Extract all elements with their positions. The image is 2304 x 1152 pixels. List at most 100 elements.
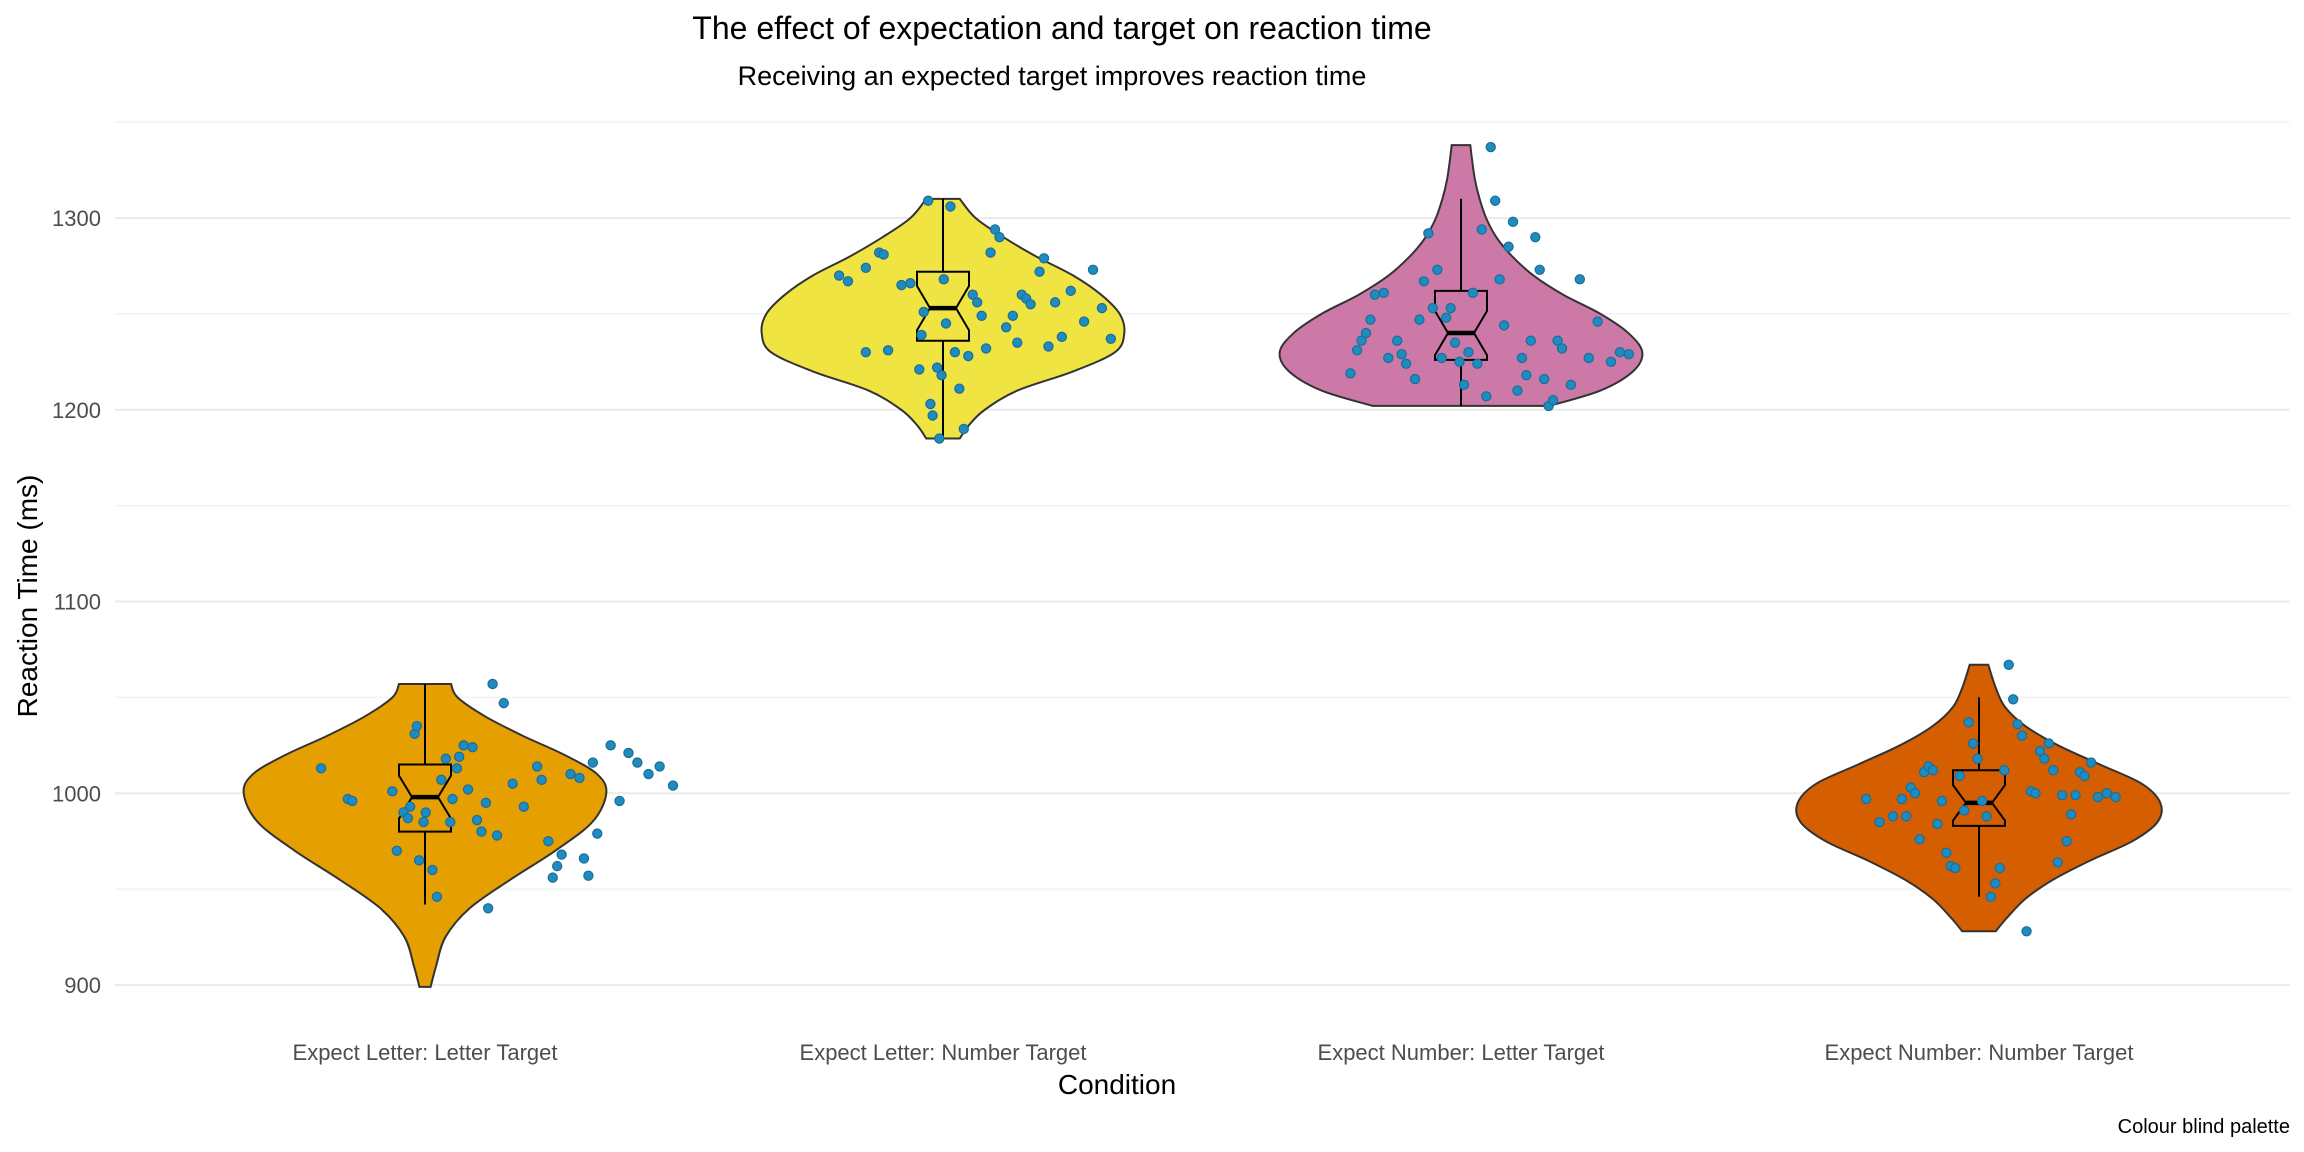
data-point	[518, 801, 529, 812]
data-point	[2065, 809, 2077, 820]
data-point	[1356, 335, 1367, 346]
data-point	[971, 297, 983, 308]
data-point	[1574, 274, 1586, 285]
y-tick-label: 1100	[54, 590, 101, 615]
data-point	[531, 761, 543, 772]
data-point	[1365, 314, 1376, 325]
data-point	[860, 347, 872, 358]
data-point	[1538, 373, 1550, 385]
data-point	[1990, 878, 2001, 889]
data-point	[467, 742, 478, 753]
data-point	[498, 697, 509, 709]
data-point	[1034, 266, 1045, 277]
data-point	[1498, 320, 1510, 331]
data-point	[1958, 805, 1970, 816]
data-point	[1914, 834, 1925, 845]
data-point	[1432, 264, 1443, 275]
data-point	[447, 793, 458, 805]
data-point	[1614, 347, 1626, 358]
data-point	[1489, 195, 1501, 206]
data-point	[1360, 327, 1372, 339]
data-point	[916, 329, 927, 341]
data-point	[2021, 926, 2032, 937]
data-point	[1985, 891, 1997, 902]
data-point	[1927, 765, 1939, 776]
data-point	[462, 784, 474, 795]
data-point	[445, 816, 456, 828]
data-point	[614, 795, 625, 807]
data-point	[989, 224, 1001, 235]
data-point	[1445, 302, 1456, 314]
data-point	[896, 279, 907, 291]
x-tick-label: Expect Letter: Letter Target	[293, 1040, 558, 1065]
data-point	[1932, 818, 1943, 830]
data-point	[1994, 862, 2006, 874]
data-point	[411, 720, 423, 732]
data-point	[1999, 765, 2010, 776]
data-point	[2070, 789, 2081, 801]
data-point	[491, 830, 503, 841]
data-point	[931, 362, 943, 373]
data-point	[1936, 795, 1948, 807]
data-point	[2030, 788, 2041, 799]
data-point	[578, 853, 590, 864]
data-point	[1909, 788, 1921, 799]
data-point	[1981, 811, 1992, 822]
data-point	[1954, 770, 1965, 782]
x-axis-ticks: Expect Letter: Letter Target Expect Lette…	[293, 1040, 2134, 1065]
x-tick-label: Expect Letter: Number Target	[800, 1040, 1087, 1065]
data-point	[1038, 253, 1050, 264]
y-tick-label: 1000	[52, 781, 101, 806]
data-point	[2101, 788, 2112, 799]
data-point	[583, 870, 594, 881]
data-point	[2016, 730, 2028, 741]
data-point	[1552, 335, 1563, 346]
data-point	[1087, 264, 1099, 275]
boxplot-3	[1434, 289, 1488, 361]
data-point	[925, 398, 936, 410]
data-point	[1400, 358, 1412, 369]
data-point	[1472, 358, 1483, 369]
data-point	[940, 318, 952, 329]
data-point	[476, 826, 487, 837]
data-point	[1096, 302, 1108, 314]
data-point	[2056, 789, 2068, 801]
data-point	[440, 753, 452, 764]
data-point	[431, 891, 443, 902]
data-point	[958, 423, 970, 435]
data-point	[1950, 862, 1961, 874]
data-point	[1449, 337, 1461, 348]
y-tick-label: 1200	[52, 398, 101, 423]
data-point	[967, 289, 978, 300]
data-point	[936, 370, 947, 381]
data-point	[1436, 352, 1447, 364]
data-point	[1463, 347, 1474, 358]
data-point	[1476, 224, 1488, 235]
data-point	[413, 855, 425, 866]
data-point	[1369, 289, 1381, 300]
chart-caption: Colour blind palette	[2118, 1116, 2290, 1138]
data-point	[1351, 345, 1363, 356]
data-point	[2048, 765, 2059, 776]
y-axis-ticks: 900 1000 1100 1200 1300	[52, 206, 101, 998]
jitter-points	[315, 141, 2121, 937]
data-point	[945, 201, 956, 212]
data-point	[507, 778, 518, 789]
data-point	[632, 757, 643, 768]
data-point	[605, 740, 616, 751]
data-point	[1409, 373, 1421, 385]
data-point	[976, 310, 987, 321]
data-point	[860, 262, 872, 274]
data-point	[1976, 795, 1988, 807]
data-point	[927, 410, 938, 421]
data-point	[1963, 717, 1974, 728]
data-point	[1427, 302, 1439, 314]
data-point	[922, 195, 934, 206]
data-point	[404, 801, 416, 812]
data-point	[391, 845, 403, 856]
data-point	[1516, 352, 1528, 364]
data-point	[833, 270, 845, 281]
data-point	[2007, 694, 2019, 705]
y-tick-label: 900	[64, 973, 101, 998]
data-point	[387, 786, 398, 797]
